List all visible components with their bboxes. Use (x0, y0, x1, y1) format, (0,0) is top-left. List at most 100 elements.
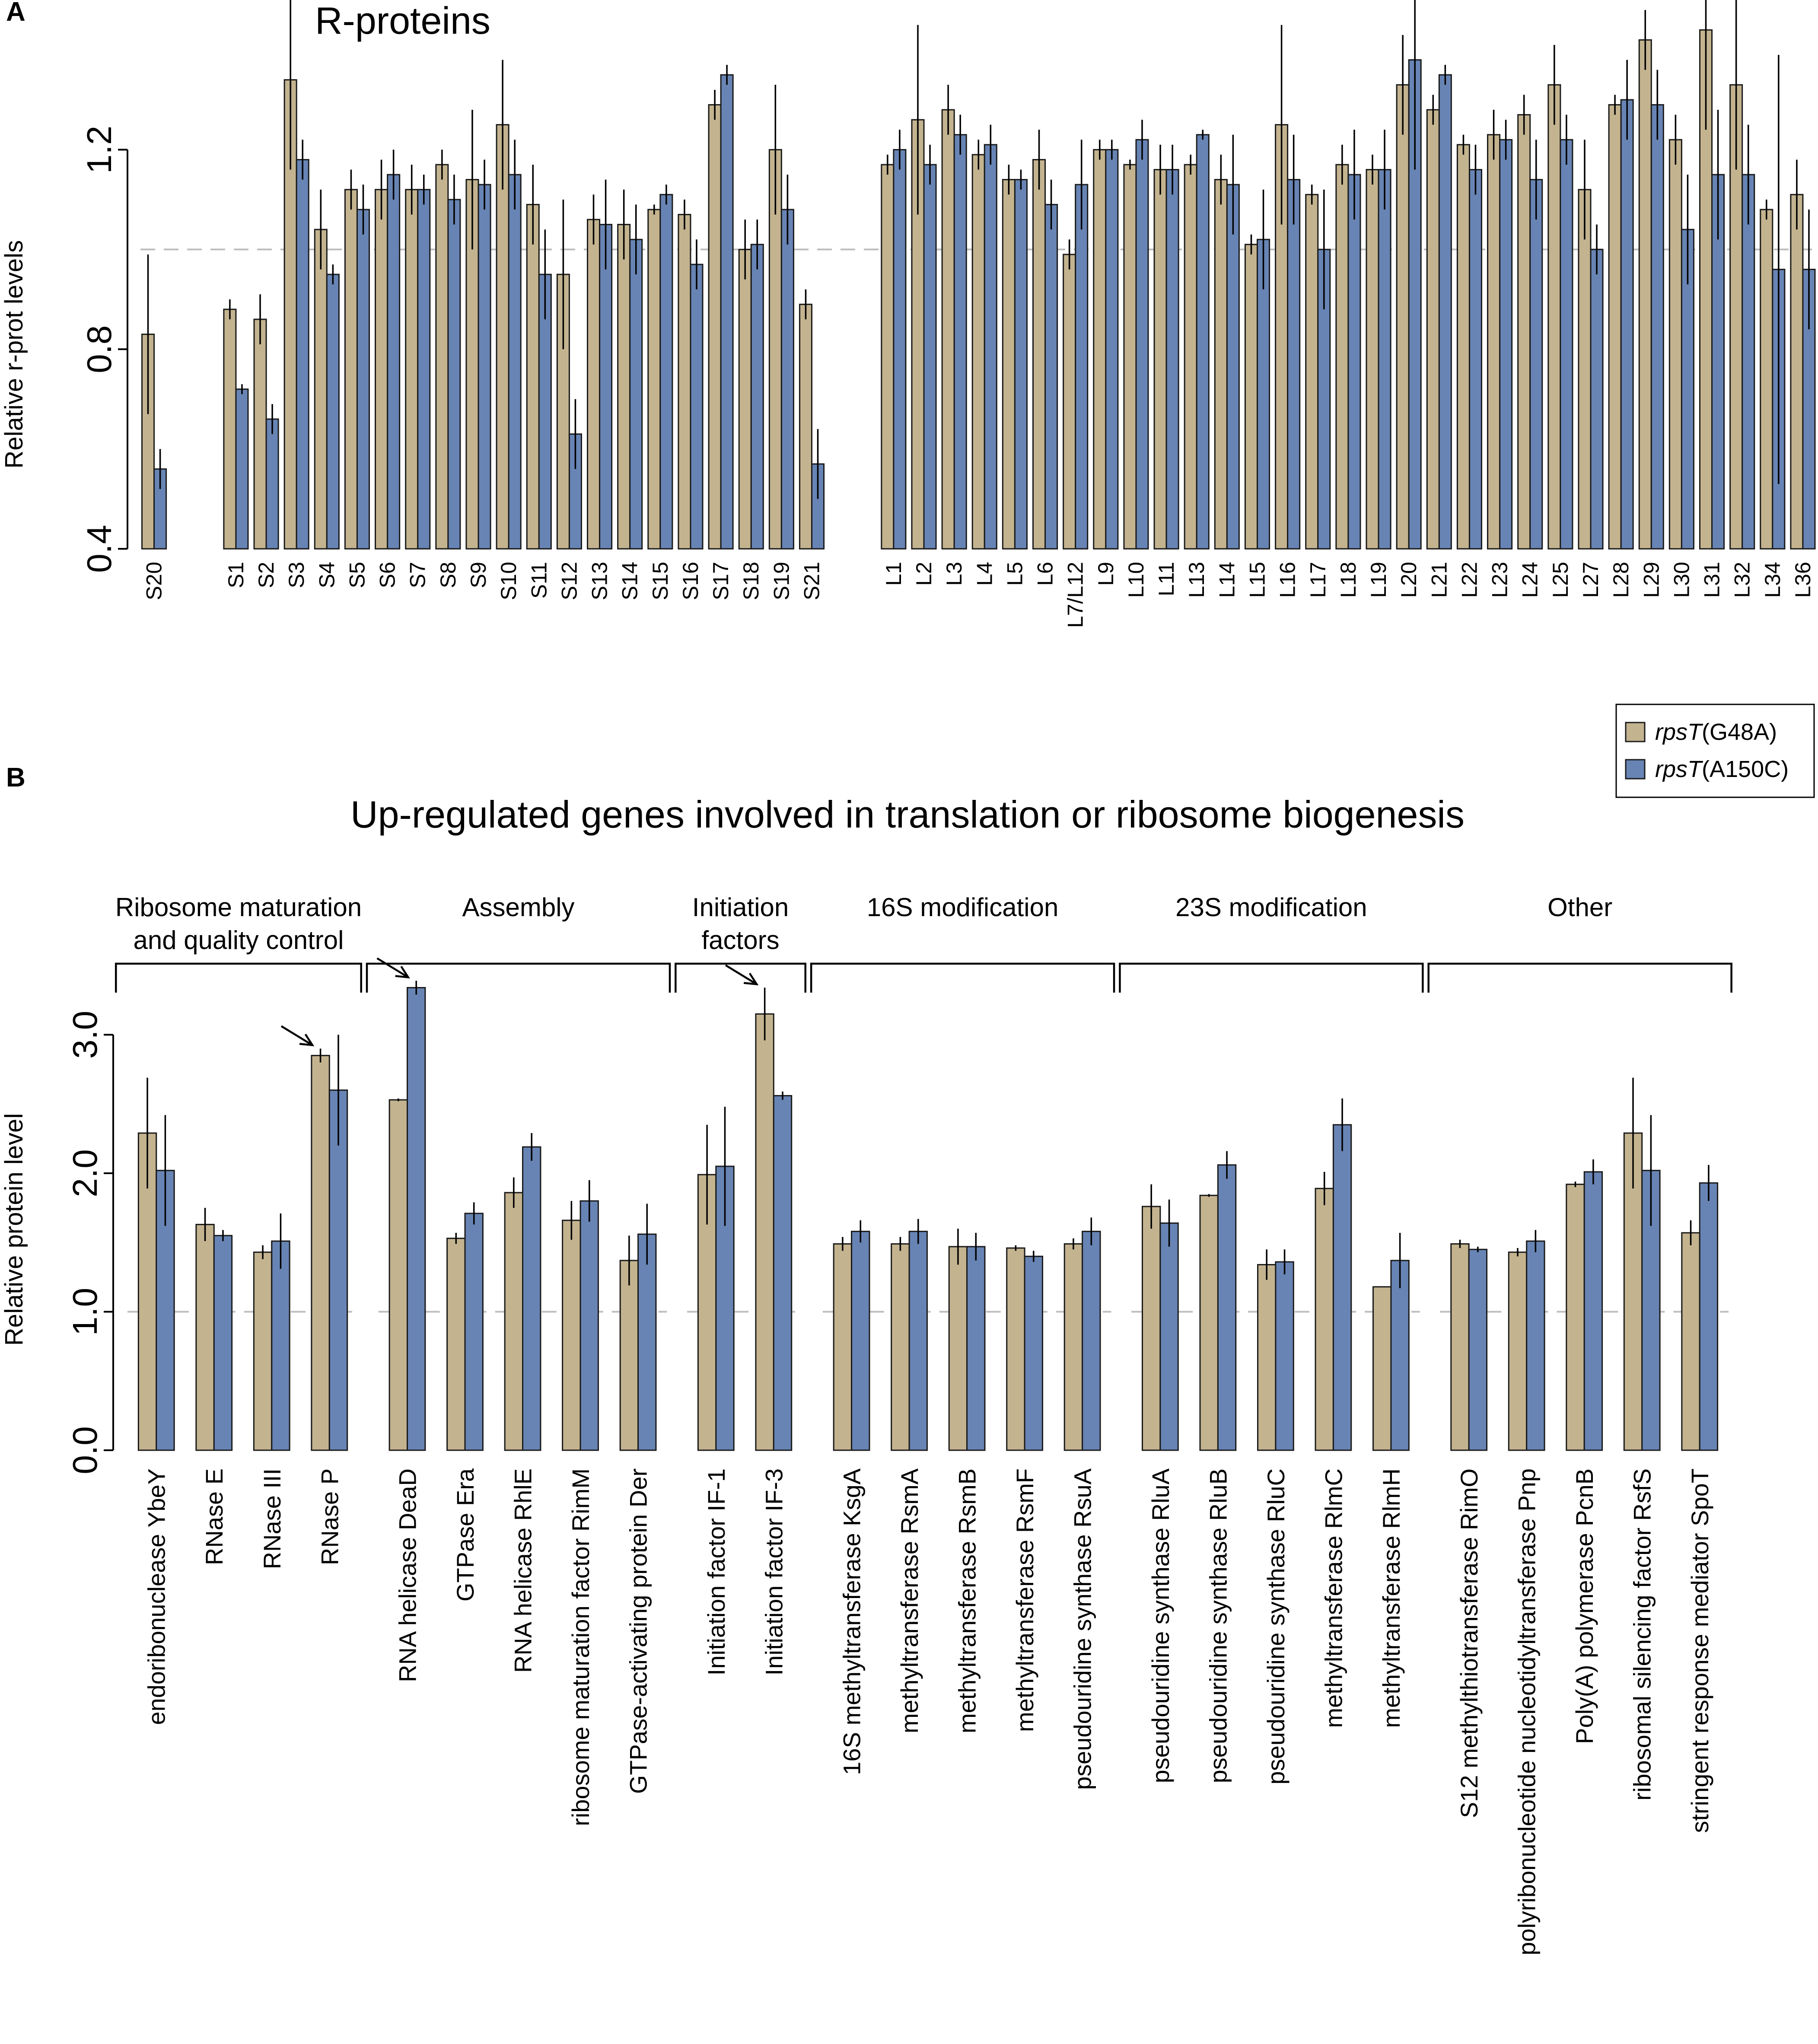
bar-group-s7 (405, 165, 431, 550)
bar-s2-g48a (253, 318, 267, 550)
group-bracket (115, 962, 362, 993)
bar-group-methyltransferase-rsma (891, 1219, 928, 1451)
bar-group-s6 (375, 150, 401, 550)
panel-a-title: R-proteins (315, 0, 490, 42)
x-tick-label-gtpase-activating-protein-der: GTPase-activating protein Der (625, 1468, 652, 1794)
group-label: Initiation (692, 893, 789, 922)
bar-rna-helicase-rhle-a150c (522, 1146, 541, 1451)
bar-s16-a150c (690, 264, 704, 550)
bar-s21-a150c (811, 463, 825, 550)
bar-l34-a150c (1772, 268, 1786, 550)
bar-pseudouridine-synthase-rluc-a150c (1275, 1261, 1294, 1451)
bar-group-l1 (881, 130, 907, 550)
bar-s16-g48a (678, 213, 691, 550)
bar-l18-g48a (1335, 164, 1349, 550)
x-tick-label-s20: S20 (142, 562, 166, 600)
bar-group-gtpase-era (446, 1202, 484, 1451)
x-tick-label-s2: S2 (254, 562, 278, 588)
bar-s13-a150c (599, 224, 613, 550)
y-tick-label: 0.4 (80, 525, 118, 573)
bar-s19-a150c (780, 209, 794, 550)
x-tick-label-l22: L22 (1457, 562, 1481, 598)
x-tick-label-s4: S4 (315, 562, 339, 588)
bar-l11-g48a (1153, 169, 1167, 550)
bar-poly-a-polymerase-pcnb-a150c (1583, 1171, 1603, 1451)
panel-b-group-brackets: Ribosome maturation and quality control As… (115, 893, 1732, 993)
bar-l22-a150c (1468, 169, 1483, 550)
bar-l3-g48a (941, 109, 955, 550)
bar-l25-g48a (1547, 84, 1561, 550)
x-tick-label-l32: L32 (1730, 562, 1754, 598)
bar-pseudouridine-synthase-rlua-g48a (1141, 1206, 1161, 1451)
x-tick-label-s12-methylthiotransferase-rimo: S12 methylthiotransferase RimO (1455, 1468, 1483, 1818)
arrow-rnase-p (280, 1025, 315, 1047)
panel-b-y-ticks: 0.0 1.0 2.0 3.0 (66, 1011, 113, 1474)
arrow-rna-helicase-dead (376, 957, 410, 979)
panel-b-arrows (280, 957, 759, 1047)
bar-s10-a150c (508, 174, 522, 550)
bar-s2-a150c (265, 418, 279, 550)
bar-group-s3 (283, 0, 309, 550)
x-tick-label-s21: S21 (800, 562, 824, 600)
x-tick-label-endoribonuclease-ybey: endoribonuclease YbeY (143, 1468, 170, 1725)
bar-l18-a150c (1347, 174, 1361, 550)
bar-s6-a150c (387, 174, 401, 550)
bar-poly-a-polymerase-pcnb-g48a (1566, 1184, 1585, 1451)
bar-initiation-factor-if-3-a150c (773, 1095, 793, 1451)
x-tick-label-s7: S7 (406, 562, 430, 588)
bar-group-l23 (1487, 110, 1513, 550)
x-tick-label-s10: S10 (497, 562, 521, 600)
bar-s7-a150c (417, 189, 431, 550)
bar-group-s4 (314, 189, 340, 550)
bar-s17-a150c (720, 74, 734, 550)
x-tick-label-poly-a-polymerase-pcnb: Poly(A) polymerase PcnB (1571, 1468, 1598, 1744)
x-tick-label-ribosomal-silencing-factor-rsfs: ribosomal silencing factor RsfS (1629, 1468, 1656, 1801)
bar-methyltransferase-rlmc-a150c (1332, 1124, 1352, 1451)
x-tick-label-s18: S18 (739, 562, 763, 600)
bar-s17-g48a (708, 104, 722, 550)
bar-group-s15 (647, 185, 673, 550)
bar-group-poly-a-polymerase-pcnb (1566, 1159, 1603, 1451)
legend-items: rpsT(G48A)rpsT(A150C) (1625, 719, 1789, 782)
x-tick-label-s13: S13 (588, 562, 612, 600)
bar-group-l32 (1729, 0, 1755, 550)
bar-s8-a150c (447, 199, 461, 550)
bar-group-l18 (1335, 130, 1361, 550)
bar-l27-a150c (1590, 248, 1604, 550)
bar-group-polyribonucleotide-nucleotidyltransferase-pnp (1508, 1230, 1545, 1451)
legend-allele: (A150C) (1702, 756, 1789, 782)
bar-group-l16 (1275, 25, 1301, 550)
bar-group-s18 (738, 220, 764, 550)
bar-group-s10 (496, 60, 522, 550)
arrow-head (395, 966, 410, 979)
bar-group-methyltransferase-rlmh (1372, 1232, 1410, 1451)
bar-l10-g48a (1123, 164, 1137, 550)
bar-group-pseudouridine-synthase-rlub (1199, 1151, 1237, 1451)
bar-pseudouridine-synthase-rlua-a150c (1159, 1222, 1179, 1451)
panel-a-y-ticks: 0.4 0.8 1.2 (80, 126, 127, 573)
bar-group-s9 (465, 110, 491, 550)
group-bracket (675, 962, 807, 993)
group-other: Other (1427, 893, 1732, 993)
bar-group-s20 (141, 254, 167, 550)
x-tick-label-rna-helicase-dead: RNA helicase DeaD (394, 1468, 421, 1682)
bar-group-l30 (1668, 115, 1694, 550)
group-ribosome-maturation-and-quality-control: Ribosome maturation and quality control (115, 893, 362, 993)
bar-group-l31 (1699, 0, 1725, 550)
legend-gene: rpsT (1655, 756, 1703, 782)
bar-gtpase-activating-protein-der-g48a (619, 1260, 639, 1451)
x-tick-label-l29: L29 (1639, 562, 1663, 598)
y-tick-label: 0.8 (80, 325, 118, 373)
x-tick-label-l10: L10 (1124, 562, 1148, 598)
bar-group-ribosome-maturation-factor-rimm (562, 1180, 599, 1451)
group-bracket (1427, 962, 1732, 993)
bar-group-l24 (1517, 95, 1543, 550)
x-tick-label-l25: L25 (1548, 562, 1573, 598)
y-tick-label: 2.0 (66, 1149, 104, 1197)
bar-s3-a150c (296, 159, 309, 550)
bar-rnase-p-g48a (311, 1055, 330, 1451)
bar-s12-g48a (556, 274, 570, 550)
bar-l20-g48a (1396, 84, 1410, 550)
bar-group-l5 (1002, 165, 1028, 550)
x-tick-label-l14: L14 (1215, 562, 1239, 598)
